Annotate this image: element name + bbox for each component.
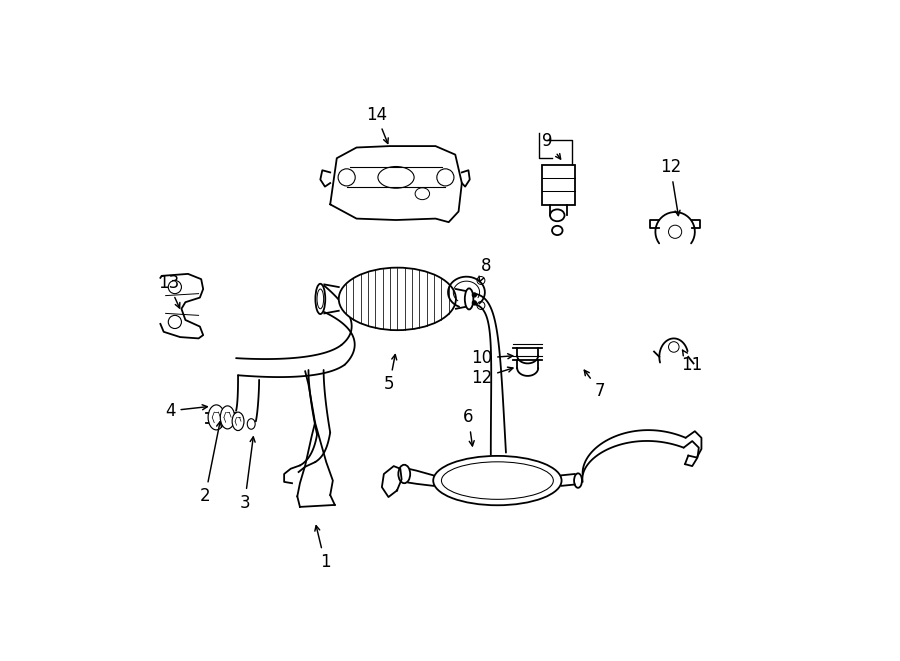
Text: 6: 6 (464, 408, 474, 446)
Polygon shape (382, 466, 401, 497)
Text: 1: 1 (315, 525, 330, 571)
Text: 12: 12 (660, 158, 681, 215)
Ellipse shape (338, 268, 456, 330)
Ellipse shape (232, 412, 244, 430)
Text: 4: 4 (165, 402, 207, 420)
Circle shape (472, 301, 476, 305)
Ellipse shape (315, 284, 325, 314)
Ellipse shape (399, 465, 410, 483)
Polygon shape (330, 146, 462, 222)
Text: 14: 14 (365, 106, 388, 143)
Text: 9: 9 (542, 132, 561, 159)
Text: 5: 5 (384, 354, 397, 393)
Text: 13: 13 (158, 274, 180, 308)
Ellipse shape (208, 405, 225, 430)
Polygon shape (160, 274, 203, 338)
Text: 7: 7 (584, 370, 606, 400)
Ellipse shape (248, 418, 256, 429)
Text: 12: 12 (471, 367, 513, 387)
Ellipse shape (552, 226, 562, 235)
Text: 10: 10 (471, 349, 513, 367)
Text: 2: 2 (200, 422, 221, 506)
Text: 11: 11 (681, 350, 703, 373)
Text: 3: 3 (239, 437, 255, 512)
Circle shape (472, 293, 476, 297)
Text: 8: 8 (479, 257, 491, 282)
Ellipse shape (433, 456, 562, 505)
Ellipse shape (220, 406, 235, 429)
Ellipse shape (550, 210, 564, 221)
FancyBboxPatch shape (542, 165, 575, 206)
